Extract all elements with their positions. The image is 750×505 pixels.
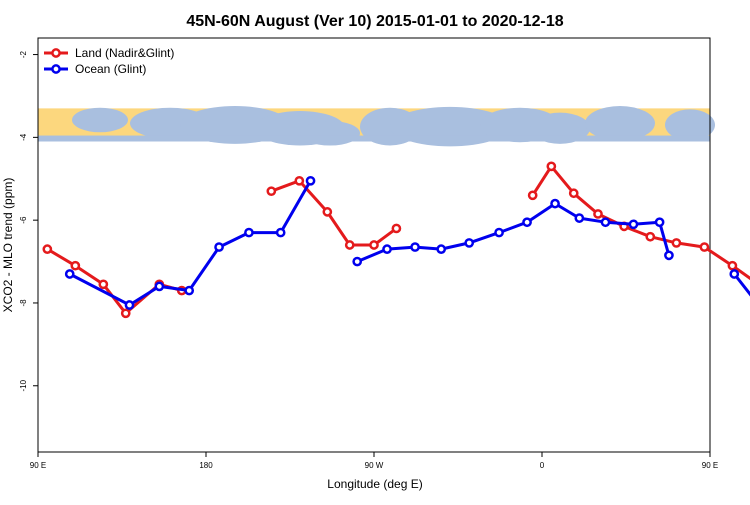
data-point xyxy=(527,190,538,201)
data-point xyxy=(344,240,355,250)
series-line xyxy=(531,164,750,281)
legend: Land (Nadir&Glint) Ocean (Glint) xyxy=(44,46,174,76)
data-point xyxy=(664,250,674,261)
legend-marker xyxy=(51,64,61,74)
data-point xyxy=(120,308,131,319)
data-point xyxy=(42,244,53,254)
data-point xyxy=(671,238,682,248)
map-ocean-area xyxy=(300,120,360,146)
y-axis-label: XCO2 - MLO trend (ppm) xyxy=(1,178,15,313)
y-tick-label: -8 xyxy=(19,299,28,307)
data-point xyxy=(464,238,475,248)
data-point xyxy=(98,279,109,290)
data-point xyxy=(64,269,75,279)
legend-label: Ocean (Glint) xyxy=(75,62,146,76)
map-ocean-area xyxy=(72,107,128,133)
data-point xyxy=(184,285,195,296)
map-ocean-band xyxy=(38,135,710,142)
data-point xyxy=(391,223,402,234)
y-tick-label: -10 xyxy=(19,379,28,391)
data-point xyxy=(410,242,420,252)
world-map-strip xyxy=(38,106,715,147)
series-line xyxy=(270,179,398,247)
series-line xyxy=(356,202,671,263)
y-tick-label: -4 xyxy=(19,133,28,141)
data-point xyxy=(699,242,710,252)
x-tick-label: 0 xyxy=(540,461,545,470)
legend-marker xyxy=(51,48,61,58)
data-point xyxy=(214,242,224,252)
map-ocean-area xyxy=(665,109,715,141)
data-point xyxy=(322,207,333,217)
x-tick-label: 90 E xyxy=(30,461,46,470)
data-point xyxy=(436,244,447,254)
data-point xyxy=(154,281,165,292)
data-point xyxy=(494,227,504,238)
data-point xyxy=(546,161,557,172)
data-point xyxy=(352,256,363,267)
data-point xyxy=(266,186,277,197)
x-tick-label: 90 W xyxy=(365,461,384,470)
x-tick-label: 90 E xyxy=(702,461,718,470)
data-point xyxy=(124,300,135,310)
data-point xyxy=(645,231,656,242)
data-point xyxy=(628,219,639,230)
series-1 xyxy=(64,175,750,310)
data-point xyxy=(729,269,740,279)
data-point xyxy=(654,217,665,228)
data-point xyxy=(294,175,305,186)
data-point xyxy=(305,175,316,186)
y-tick-label: -6 xyxy=(19,216,28,224)
map-ocean-area xyxy=(585,106,655,141)
data-point xyxy=(727,260,738,271)
data-point xyxy=(369,240,379,250)
data-point xyxy=(275,227,286,238)
data-point xyxy=(244,227,254,238)
data-point xyxy=(382,244,392,254)
series-line xyxy=(733,273,750,297)
y-tick-label: -2 xyxy=(19,50,28,58)
x-tick-label: 180 xyxy=(199,461,213,470)
data-point xyxy=(522,217,532,228)
data-point xyxy=(550,198,560,209)
data-point xyxy=(574,213,585,223)
chart-title: 45N-60N August (Ver 10) 2015-01-01 to 20… xyxy=(186,13,563,30)
legend-label: Land (Nadir&Glint) xyxy=(75,46,174,60)
series-line xyxy=(69,180,312,307)
data-point xyxy=(600,217,611,228)
data-point xyxy=(568,188,579,199)
x-axis-label: Longitude (deg E) xyxy=(327,477,422,491)
data-point xyxy=(593,209,603,219)
data-point xyxy=(70,260,81,271)
